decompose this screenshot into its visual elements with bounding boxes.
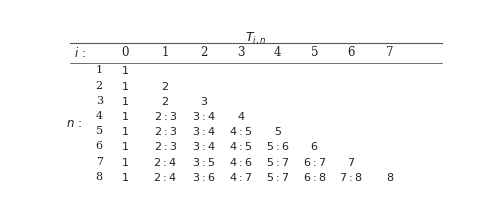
Text: ${1}$: ${1}$: [120, 110, 128, 122]
Text: 6: 6: [348, 46, 355, 60]
Text: $i\,:\;$: $i\,:\;$: [74, 46, 86, 60]
Text: ${2 : 3}$: ${2 : 3}$: [154, 125, 177, 137]
Text: 6: 6: [96, 141, 103, 151]
Text: 0: 0: [121, 46, 128, 60]
Text: ${3 : 6}$: ${3 : 6}$: [192, 171, 216, 183]
Text: ${1}$: ${1}$: [120, 156, 128, 168]
Text: ${1}$: ${1}$: [120, 141, 128, 153]
Text: ${1}$: ${1}$: [120, 64, 128, 76]
Text: 3: 3: [237, 46, 244, 60]
Text: ${1}$: ${1}$: [120, 171, 128, 183]
Text: ${1}$: ${1}$: [120, 95, 128, 107]
Text: ${2}$: ${2}$: [161, 80, 169, 92]
Text: ${4 : 7}$: ${4 : 7}$: [229, 171, 252, 183]
Text: 1: 1: [162, 46, 169, 60]
Text: 1: 1: [96, 65, 103, 75]
Text: ${5 : 7}$: ${5 : 7}$: [266, 156, 289, 168]
Text: ${4}$: ${4}$: [236, 110, 245, 122]
Text: 5: 5: [310, 46, 318, 60]
Text: ${6 : 8}$: ${6 : 8}$: [302, 171, 326, 183]
Text: ${3 : 4}$: ${3 : 4}$: [192, 125, 216, 137]
Text: ${5 : 6}$: ${5 : 6}$: [266, 141, 289, 153]
Text: 8: 8: [96, 172, 103, 182]
Text: ${8}$: ${8}$: [386, 171, 394, 183]
Text: ${4 : 5}$: ${4 : 5}$: [229, 125, 252, 137]
Text: $n\,:\;$: $n\,:\;$: [66, 117, 82, 130]
Text: ${6 : 7}$: ${6 : 7}$: [302, 156, 326, 168]
Text: ${2 : 3}$: ${2 : 3}$: [154, 141, 177, 153]
Text: ${2 : 4}$: ${2 : 4}$: [154, 171, 177, 183]
Text: 5: 5: [96, 126, 103, 136]
Text: ${7}$: ${7}$: [347, 156, 355, 168]
Text: ${2 : 3}$: ${2 : 3}$: [154, 110, 177, 122]
Text: 7: 7: [386, 46, 394, 60]
Text: ${6}$: ${6}$: [310, 141, 318, 153]
Text: ${3 : 4}$: ${3 : 4}$: [192, 110, 216, 122]
Text: 3: 3: [96, 96, 103, 106]
Text: ${1}$: ${1}$: [120, 80, 128, 92]
Text: ${2 : 4}$: ${2 : 4}$: [154, 156, 177, 168]
Text: ${3}$: ${3}$: [200, 95, 208, 107]
Text: 4: 4: [96, 111, 103, 121]
Text: 4: 4: [274, 46, 281, 60]
Text: 2: 2: [200, 46, 207, 60]
Text: ${2}$: ${2}$: [161, 95, 169, 107]
Text: ${4 : 5}$: ${4 : 5}$: [229, 141, 252, 153]
Text: ${5 : 7}$: ${5 : 7}$: [266, 171, 289, 183]
Text: ${4 : 6}$: ${4 : 6}$: [229, 156, 252, 168]
Text: 2: 2: [96, 81, 103, 91]
Text: ${3 : 5}$: ${3 : 5}$: [192, 156, 216, 168]
Text: ${5}$: ${5}$: [274, 125, 281, 137]
Text: ${1}$: ${1}$: [120, 125, 128, 137]
Text: ${3 : 4}$: ${3 : 4}$: [192, 141, 216, 153]
Text: 7: 7: [96, 157, 103, 167]
Text: $T_{i,n}$: $T_{i,n}$: [246, 30, 267, 47]
Text: ${7 : 8}$: ${7 : 8}$: [340, 171, 363, 183]
